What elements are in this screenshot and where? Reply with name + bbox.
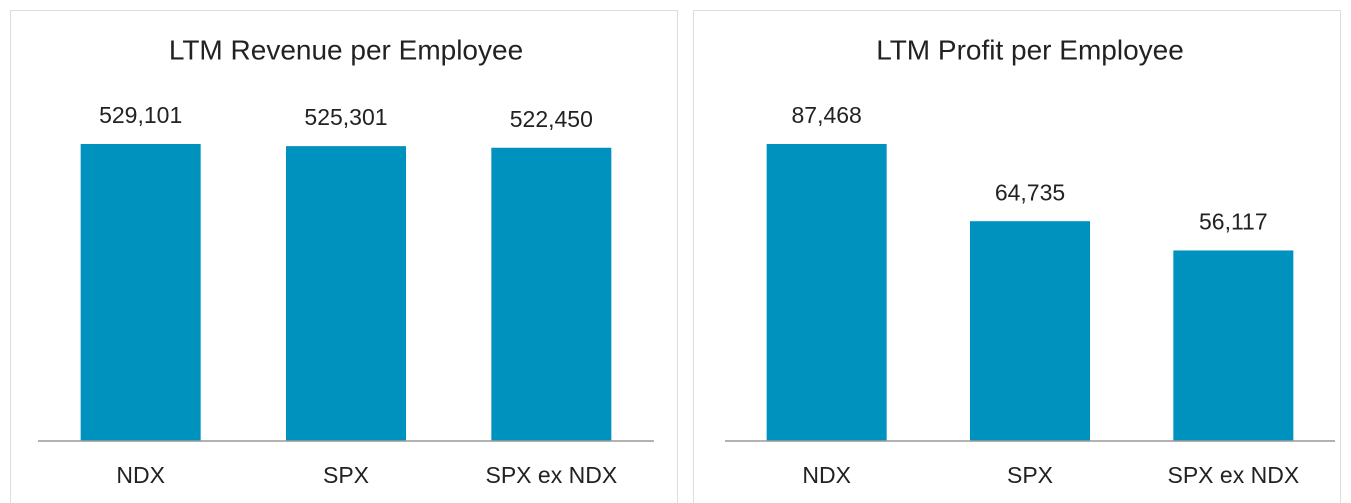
data-label: 525,301 <box>304 104 387 130</box>
x-tick-label: SPX ex NDX <box>486 462 618 488</box>
chart-title: LTM Profit per Employee <box>876 34 1184 65</box>
panel <box>10 10 678 503</box>
data-label: 56,117 <box>1199 209 1268 235</box>
bar <box>80 144 201 441</box>
bar <box>970 221 1090 441</box>
data-label: 64,735 <box>995 179 1065 205</box>
x-tick-label: SPX <box>1007 462 1053 488</box>
bar <box>491 147 612 441</box>
data-label: 87,468 <box>791 102 861 128</box>
x-tick-label: NDX <box>802 462 851 488</box>
bar <box>1173 250 1294 441</box>
x-tick-label: SPX <box>323 462 369 488</box>
data-label: 522,450 <box>510 106 593 132</box>
panel <box>693 10 1341 503</box>
x-tick-label: SPX ex NDX <box>1168 462 1300 488</box>
bar <box>286 146 406 441</box>
data-label: 529,101 <box>99 102 182 128</box>
x-tick-label: NDX <box>116 462 165 488</box>
chart-title: LTM Revenue per Employee <box>169 34 523 65</box>
bar <box>766 144 887 441</box>
